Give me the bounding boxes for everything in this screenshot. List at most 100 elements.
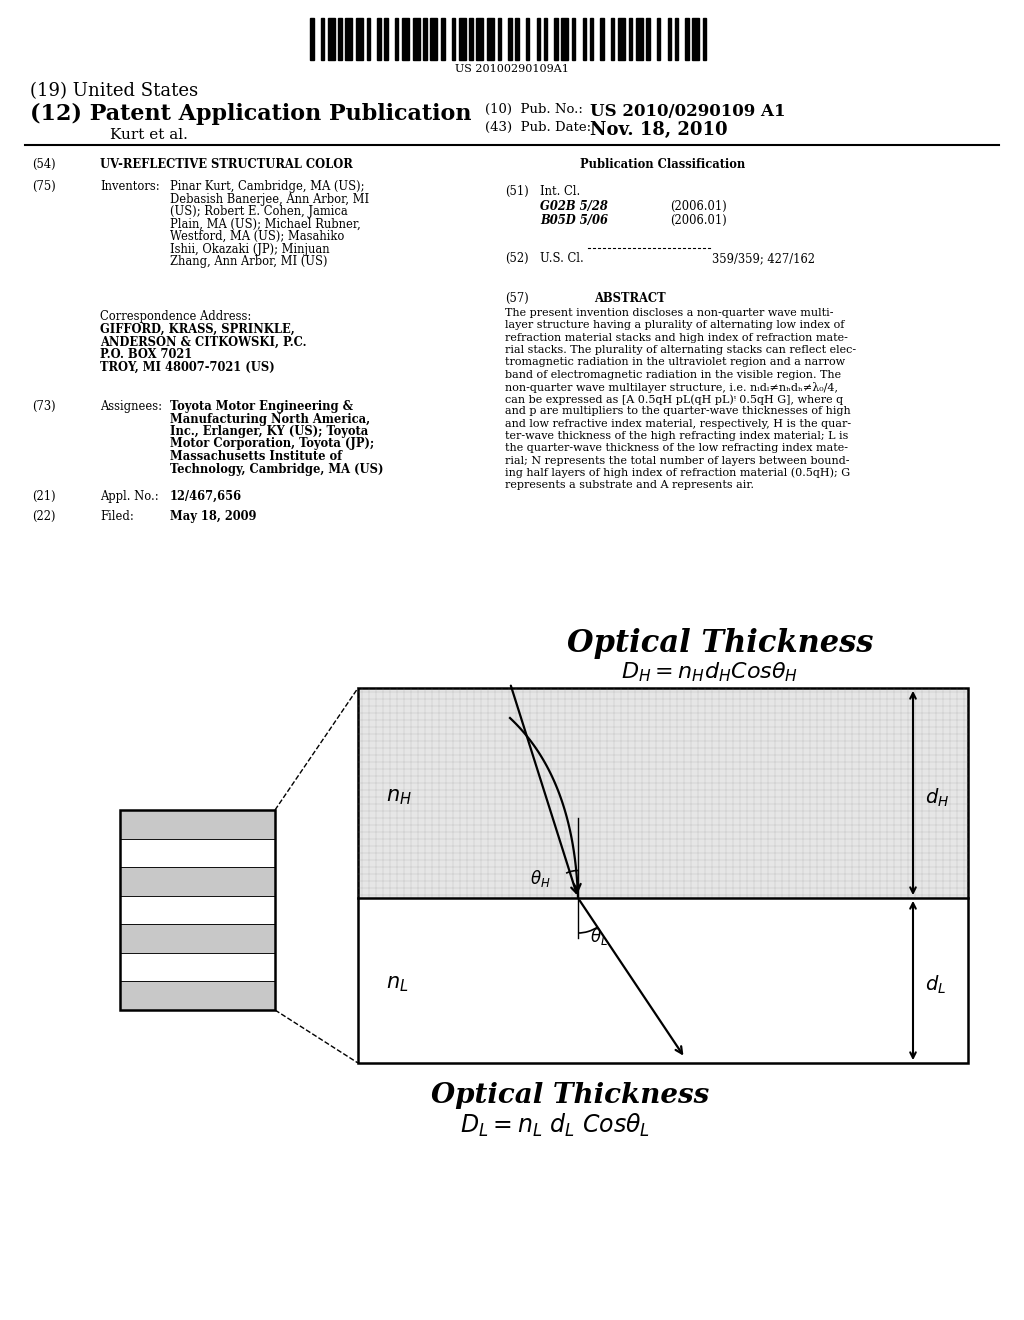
- Bar: [702, 18, 707, 59]
- Bar: [583, 18, 586, 59]
- Text: Appl. No.:: Appl. No.:: [100, 490, 159, 503]
- Text: Pinar Kurt, Cambridge, MA (US);: Pinar Kurt, Cambridge, MA (US);: [170, 180, 365, 193]
- Bar: [358, 688, 968, 898]
- Bar: [120, 810, 275, 1010]
- Bar: [629, 18, 632, 59]
- Bar: [561, 18, 568, 59]
- Bar: [384, 18, 388, 59]
- Bar: [395, 18, 398, 59]
- Text: US 20100290109A1: US 20100290109A1: [455, 63, 569, 74]
- Text: $n_H$: $n_H$: [386, 787, 412, 807]
- Bar: [526, 18, 529, 59]
- Bar: [423, 18, 427, 59]
- Text: U.S. Cl.: U.S. Cl.: [540, 252, 584, 265]
- Text: TROY, MI 48007-7021 (US): TROY, MI 48007-7021 (US): [100, 360, 274, 374]
- Bar: [476, 18, 483, 59]
- Text: G02B 5/28: G02B 5/28: [540, 201, 608, 213]
- Text: (57): (57): [505, 292, 528, 305]
- Text: Filed:: Filed:: [100, 510, 134, 523]
- Bar: [646, 18, 650, 59]
- Bar: [487, 18, 494, 59]
- Text: ABSTRACT: ABSTRACT: [594, 292, 666, 305]
- Text: 12/467,656: 12/467,656: [170, 490, 242, 503]
- Bar: [328, 18, 335, 59]
- Text: layer structure having a plurality of alternating low index of: layer structure having a plurality of al…: [505, 321, 845, 330]
- Text: Massachusetts Institute of: Massachusetts Institute of: [170, 450, 342, 463]
- Bar: [600, 18, 604, 59]
- Text: (2006.01): (2006.01): [670, 201, 727, 213]
- Text: Zhang, Ann Arbor, MI (US): Zhang, Ann Arbor, MI (US): [170, 255, 328, 268]
- Bar: [402, 18, 410, 59]
- Text: 359/359; 427/162: 359/359; 427/162: [712, 252, 815, 265]
- Bar: [441, 18, 444, 59]
- Bar: [685, 18, 689, 59]
- Text: (51): (51): [505, 185, 528, 198]
- Text: and p are multipliers to the quarter-wave thicknesses of high: and p are multipliers to the quarter-wav…: [505, 407, 851, 416]
- Text: $n_L$: $n_L$: [386, 974, 409, 994]
- Bar: [515, 18, 519, 59]
- Text: (54): (54): [32, 158, 55, 172]
- Bar: [675, 18, 678, 59]
- Text: (73): (73): [32, 400, 55, 413]
- Text: US 2010/0290109 A1: US 2010/0290109 A1: [590, 103, 785, 120]
- Text: non-quarter wave multilayer structure, i.e. nₗdₗ≠nₕdₕ≠λ₀/4,: non-quarter wave multilayer structure, i…: [505, 381, 838, 393]
- Text: (US); Robert E. Cohen, Jamica: (US); Robert E. Cohen, Jamica: [170, 205, 348, 218]
- Text: Optical Thickness: Optical Thickness: [431, 1082, 710, 1109]
- Text: Int. Cl.: Int. Cl.: [540, 185, 581, 198]
- Bar: [668, 18, 671, 59]
- Bar: [452, 18, 455, 59]
- Text: UV-REFLECTIVE STRUCTURAL COLOR: UV-REFLECTIVE STRUCTURAL COLOR: [100, 158, 352, 172]
- Bar: [537, 18, 540, 59]
- Text: Publication Classification: Publication Classification: [580, 158, 745, 172]
- Bar: [611, 18, 614, 59]
- Text: Debasish Banerjee, Ann Arbor, MI: Debasish Banerjee, Ann Arbor, MI: [170, 193, 369, 206]
- Text: rial stacks. The plurality of alternating stacks can reflect elec-: rial stacks. The plurality of alternatin…: [505, 345, 856, 355]
- Text: Inventors:: Inventors:: [100, 180, 160, 193]
- Bar: [508, 18, 512, 59]
- Text: P.O. BOX 7021: P.O. BOX 7021: [100, 348, 193, 360]
- Text: refraction material stacks and high index of refraction mate-: refraction material stacks and high inde…: [505, 333, 848, 343]
- Bar: [367, 18, 371, 59]
- Text: and low refractive index material, respectively, H is the quar-: and low refractive index material, respe…: [505, 418, 851, 429]
- Text: the quarter-wave thickness of the low refracting index mate-: the quarter-wave thickness of the low re…: [505, 444, 848, 453]
- Text: Manufacturing North America,: Manufacturing North America,: [170, 412, 370, 425]
- Bar: [377, 18, 381, 59]
- Text: Ishii, Okazaki (JP); Minjuan: Ishii, Okazaki (JP); Minjuan: [170, 243, 330, 256]
- Text: Correspondence Address:: Correspondence Address:: [100, 310, 251, 323]
- Text: Optical Thickness: Optical Thickness: [567, 628, 873, 659]
- Text: Nov. 18, 2010: Nov. 18, 2010: [590, 121, 728, 139]
- Text: Kurt et al.: Kurt et al.: [110, 128, 187, 143]
- Text: rial; N represents the total number of layers between bound-: rial; N represents the total number of l…: [505, 455, 850, 466]
- Text: tromagnetic radiation in the ultraviolet region and a narrow: tromagnetic radiation in the ultraviolet…: [505, 358, 845, 367]
- Text: Motor Corporation, Toyota (JP);: Motor Corporation, Toyota (JP);: [170, 437, 374, 450]
- Bar: [459, 18, 466, 59]
- Text: ing half layers of high index of refraction material (0.5qH); G: ing half layers of high index of refract…: [505, 467, 850, 478]
- Bar: [321, 18, 325, 59]
- Text: The present invention discloses a non-quarter wave multi-: The present invention discloses a non-qu…: [505, 308, 834, 318]
- Text: band of electromagnetic radiation in the visible region. The: band of electromagnetic radiation in the…: [505, 370, 841, 380]
- Bar: [120, 924, 275, 953]
- Text: $d_L$: $d_L$: [925, 974, 946, 997]
- Text: $\theta_H$: $\theta_H$: [530, 869, 551, 888]
- Text: (12) Patent Application Publication: (12) Patent Application Publication: [30, 103, 471, 125]
- Text: ANDERSON & CITKOWSKI, P.C.: ANDERSON & CITKOWSKI, P.C.: [100, 335, 306, 348]
- Text: can be expressed as [A 0.5qH pL(qH pL)ᵎ 0.5qH G], where q: can be expressed as [A 0.5qH pL(qH pL)ᵎ …: [505, 395, 843, 405]
- Text: (2006.01): (2006.01): [670, 214, 727, 227]
- Bar: [345, 18, 352, 59]
- Text: $d_H$: $d_H$: [925, 787, 949, 809]
- Text: Assignees:: Assignees:: [100, 400, 162, 413]
- Bar: [657, 18, 660, 59]
- Bar: [692, 18, 699, 59]
- Text: Inc., Erlanger, KY (US); Toyota: Inc., Erlanger, KY (US); Toyota: [170, 425, 369, 438]
- Bar: [430, 18, 437, 59]
- Text: (22): (22): [32, 510, 55, 523]
- Bar: [498, 18, 501, 59]
- Bar: [413, 18, 420, 59]
- Bar: [590, 18, 593, 59]
- Text: (10)  Pub. No.:: (10) Pub. No.:: [485, 103, 583, 116]
- Text: (21): (21): [32, 490, 55, 503]
- Text: (43)  Pub. Date:: (43) Pub. Date:: [485, 121, 591, 135]
- Bar: [120, 982, 275, 1010]
- Text: May 18, 2009: May 18, 2009: [170, 510, 256, 523]
- Text: $\theta_L$: $\theta_L$: [590, 927, 608, 946]
